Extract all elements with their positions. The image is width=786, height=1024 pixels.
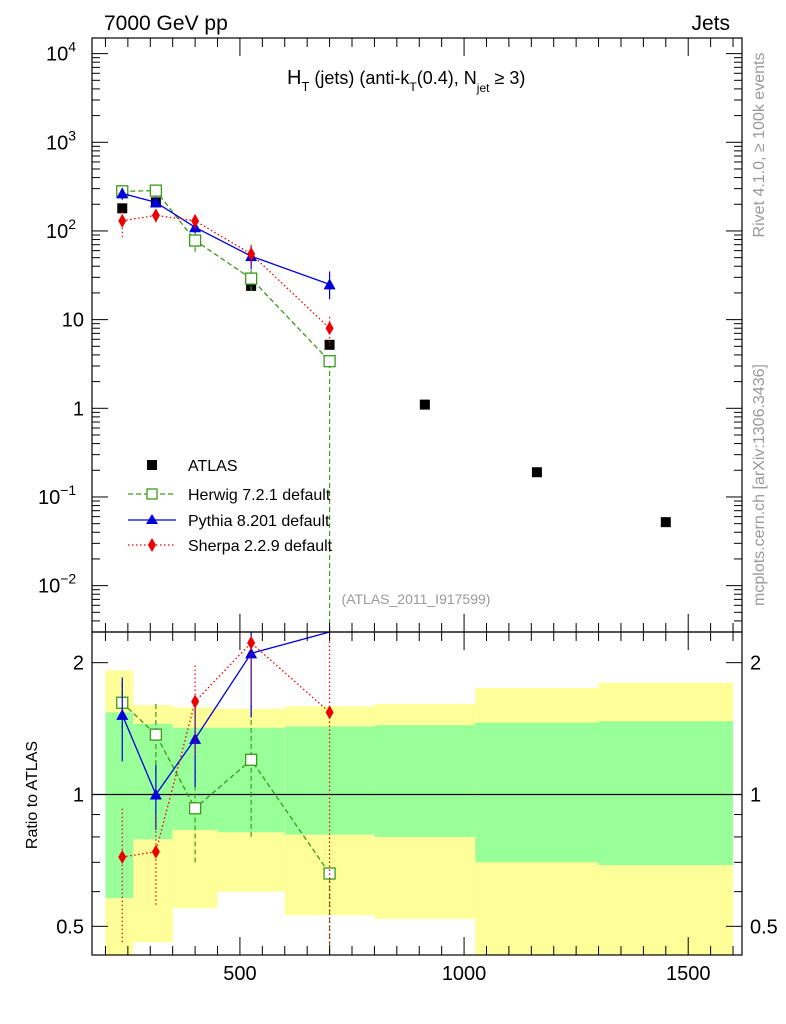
ratio-point-herwig xyxy=(244,753,258,766)
ratio-ytick-label-right: 1 xyxy=(750,784,761,806)
ratio-ytick-label-right: 2 xyxy=(750,653,761,675)
main-point-sherpa xyxy=(325,321,334,336)
main-ytick-label: 10 xyxy=(62,310,84,332)
ratio-xtick-label: 1500 xyxy=(666,963,711,985)
title-body3: ≥ 3) xyxy=(489,68,525,88)
legend-marker-herwig xyxy=(146,488,158,500)
main-point-data xyxy=(419,399,430,410)
ratio-ytick-label: 2 xyxy=(73,653,84,675)
ytick-exponent: −1 xyxy=(60,482,76,498)
ytick-base: 10 xyxy=(46,132,68,154)
main-plot-marks xyxy=(116,184,671,632)
ratio-ytick-label: 0.5 xyxy=(56,916,84,938)
main-point-sherpa xyxy=(191,213,200,228)
legend-label-atlas: ATLAS xyxy=(188,458,238,475)
header-right: Jets xyxy=(691,12,730,35)
main-point-pythia xyxy=(323,278,336,290)
main-point-data xyxy=(531,467,542,478)
rivet-label: Rivet 4.1.0, ≥ 100k events xyxy=(751,53,768,238)
ratio-point-sherpa xyxy=(191,694,200,709)
band-inner xyxy=(284,726,375,835)
ytick-exponent: 2 xyxy=(68,216,76,232)
legend-marker-sherpa xyxy=(148,538,156,552)
main-point-herwig xyxy=(188,234,202,247)
main-ytick-label: 104 xyxy=(46,39,76,66)
ytick-base: 1 xyxy=(73,398,84,420)
main-ytick-label: 103 xyxy=(46,127,76,154)
ratio-point-sherpa xyxy=(151,844,160,859)
legend-label-sherpa: Sherpa 2.2.9 default xyxy=(188,538,333,555)
main-point-data xyxy=(117,203,128,214)
ratio-point-sherpa xyxy=(325,705,334,720)
ytick-exponent: 3 xyxy=(68,127,76,143)
title-body1: (jets) (anti-k xyxy=(309,68,410,88)
header-left: 7000 GeV pp xyxy=(104,12,228,35)
legend-label-pythia: Pythia 8.201 default xyxy=(188,513,330,530)
main-point-data xyxy=(246,280,257,291)
analysis-id: (ATLAS_2011_I917599) xyxy=(342,591,491,607)
band-inner xyxy=(475,722,599,863)
ratio-point-pythia xyxy=(245,647,258,659)
title-t-sub: T xyxy=(301,79,309,94)
ytick-exponent: 4 xyxy=(68,39,76,55)
ratio-ytick-label: 1 xyxy=(73,784,84,806)
main-point-sherpa xyxy=(118,213,127,228)
main-point-pythia xyxy=(116,187,129,199)
band-inner xyxy=(374,725,476,837)
title-body2: (0.4), N xyxy=(417,68,477,88)
ytick-base: 10 xyxy=(46,221,68,243)
ratio-point-pythia xyxy=(149,788,162,800)
ratio-point-herwig xyxy=(149,728,163,741)
ratio-point-herwig xyxy=(188,802,202,815)
title-kt-sub: T xyxy=(409,80,417,94)
ratio-frame xyxy=(91,631,743,956)
legend: ATLAS Herwig 7.2.1 default Pythia 8.201 … xyxy=(128,458,333,555)
title-jet-sub: jet xyxy=(476,81,490,95)
band-inner xyxy=(105,712,134,899)
legend-marker-pythia xyxy=(146,514,158,524)
ratio-point-pythia xyxy=(116,708,129,720)
ytick-base: 10 xyxy=(46,44,68,66)
ratio-ytick-label-right: 0.5 xyxy=(750,916,778,938)
band-inner xyxy=(598,721,734,866)
legend-entry-atlas: ATLAS xyxy=(147,458,238,475)
main-ytick-label: 1 xyxy=(73,398,84,420)
ratio-point-sherpa xyxy=(118,849,127,864)
ytick-base: 10 xyxy=(38,487,60,509)
ratio-ylabel: Ratio to ATLAS xyxy=(24,741,41,849)
legend-marker-atlas xyxy=(147,460,157,470)
main-point-data xyxy=(324,339,335,350)
main-point-sherpa xyxy=(151,208,160,223)
main-point-sherpa xyxy=(247,246,256,261)
band-inner xyxy=(133,723,173,840)
title-h: H xyxy=(287,67,301,89)
ratio-xtick-label: 1000 xyxy=(442,963,487,985)
main-point-pythia xyxy=(149,196,162,208)
ratio-plot-marks xyxy=(116,631,336,955)
legend-label-herwig: Herwig 7.2.1 default xyxy=(188,487,331,504)
legend-entry-sherpa: Sherpa 2.2.9 default xyxy=(128,538,333,555)
source-label: mcplots.cern.ch [arXiv:1306.3436] xyxy=(751,364,768,606)
main-point-herwig xyxy=(244,272,258,285)
ytick-base: 10 xyxy=(62,310,84,332)
main-point-herwig xyxy=(149,184,163,197)
main-point-data xyxy=(660,517,671,528)
legend-entry-herwig: Herwig 7.2.1 default xyxy=(128,487,331,504)
main-title: HT (jets) (anti-kT(0.4), Njet ≥ 3) xyxy=(287,67,525,95)
main-ytick-label: 10−2 xyxy=(38,571,76,598)
ratio-xtick-label: 500 xyxy=(223,963,256,985)
main-ytick-label: 102 xyxy=(46,216,76,243)
legend-entry-pythia: Pythia 8.201 default xyxy=(128,513,330,530)
main-point-herwig xyxy=(323,355,336,368)
main-line-sherpa xyxy=(122,214,331,329)
ratio-point-sherpa xyxy=(247,635,256,650)
ytick-base: 10 xyxy=(38,576,60,598)
main-ytick-label: 10−1 xyxy=(38,482,76,509)
ytick-exponent: −2 xyxy=(60,571,76,587)
